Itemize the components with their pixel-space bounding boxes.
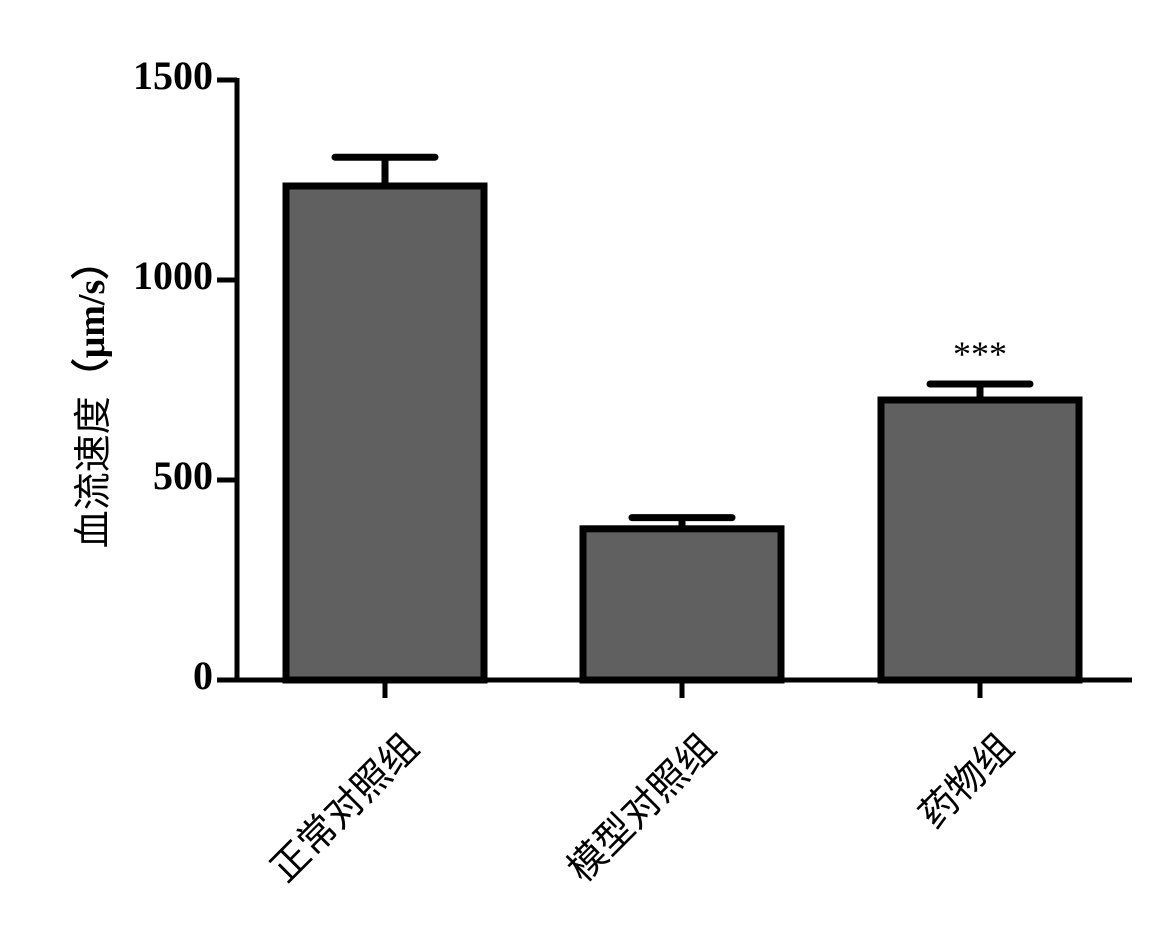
x-tick-label: 药物组	[910, 725, 1022, 837]
plot-area: 正常对照组 模型对照组 *** 药物组 0 500 1000 1500	[133, 53, 1132, 891]
y-tick-label: 0	[193, 653, 213, 698]
bar	[282, 182, 488, 684]
y-axis-label-unit: （μm/s）	[71, 242, 113, 397]
y-tick-label: 1000	[133, 253, 213, 298]
y-tick-label: 1500	[133, 53, 213, 98]
x-tick-label: 正常对照组	[262, 725, 427, 890]
bar	[579, 525, 785, 684]
y-axis-label: 血流速度（μm/s）	[71, 242, 115, 549]
significance-annotation: ***	[953, 334, 1007, 374]
bar	[877, 396, 1083, 684]
x-tick-label: 模型对照组	[559, 725, 724, 890]
y-axis-label-text: 血流速度	[71, 396, 115, 548]
y-tick-label: 500	[153, 453, 213, 498]
